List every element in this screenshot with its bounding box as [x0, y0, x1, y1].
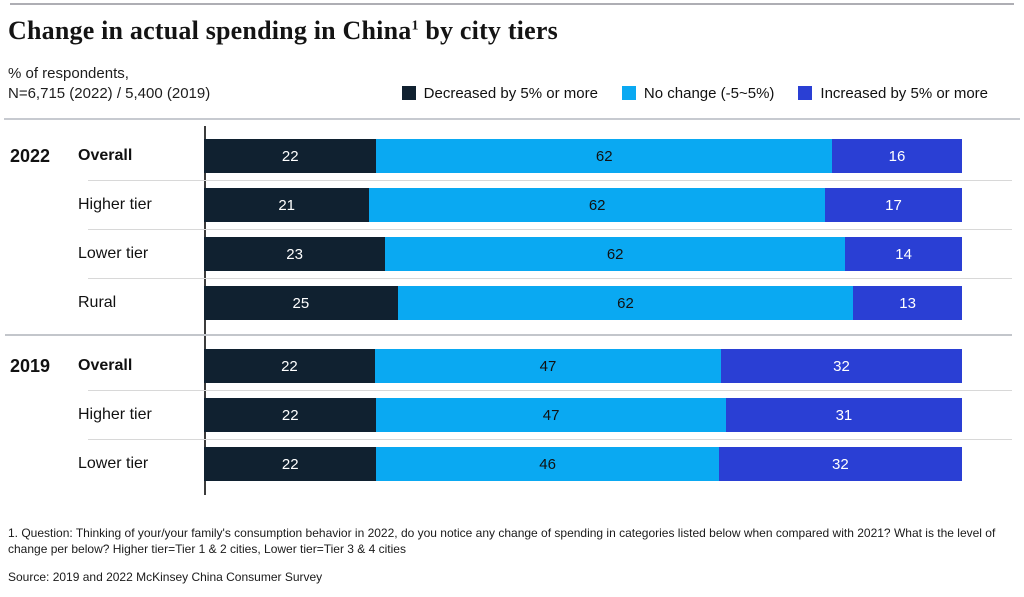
stacked-bar: 21 62 17	[204, 188, 962, 222]
legend-item-no-change: No change (-5~5%)	[621, 84, 775, 102]
segment-value: 47	[539, 357, 557, 375]
segment-value: 14	[895, 245, 912, 263]
bar-segment-no-change: 46	[376, 447, 719, 481]
footnote: 1. Question: Thinking of your/your famil…	[8, 525, 996, 557]
legend-label-no-change: No change (-5~5%)	[643, 84, 775, 102]
stacked-bar: 23 62 14	[204, 237, 962, 271]
segment-value: 16	[888, 147, 906, 165]
segment-value: 13	[899, 294, 916, 312]
stacked-bar: 25 62 13	[204, 286, 962, 320]
segment-value: 22	[281, 406, 299, 424]
bar-segment-increased: 32	[718, 447, 963, 481]
segment-value: 32	[832, 455, 849, 473]
bar-segment-decreased: 22	[204, 447, 377, 481]
bar-segment-no-change: 62	[397, 286, 854, 320]
chart-row: Higher tier 21 62 17	[0, 181, 1024, 230]
bar-segment-no-change: 47	[374, 349, 722, 383]
segment-value: 22	[281, 147, 299, 165]
legend: Decreased by 5% or more No change (-5~5%…	[401, 84, 988, 105]
segment-value: 62	[617, 294, 634, 312]
bar-segment-increased: 32	[721, 349, 962, 383]
title-footnote-marker: 1	[411, 18, 419, 34]
row-label: Higher tier	[78, 196, 152, 213]
chart-row: 2019 Overall 22 47 32	[0, 342, 1024, 391]
row-label: Lower tier	[78, 245, 149, 262]
segment-value: 62	[606, 245, 624, 263]
bar-segment-decreased: 22	[204, 139, 377, 173]
page-title: Change in actual spending in China1 by c…	[8, 16, 1016, 46]
year-label: 2019	[10, 355, 51, 376]
segment-value: 62	[595, 147, 613, 165]
chart-section-2019: 2019 Overall 22 47 32 Higher tier 22 47 31 Lower …	[0, 335, 1024, 495]
page-title-text: Change in actual spending in China	[8, 16, 412, 45]
chart-section-2022: 2022 Overall 22 62 16 Higher tier 21 62 17 Lower …	[0, 125, 1024, 334]
segment-value: 46	[539, 455, 556, 473]
bar-segment-decreased: 21	[204, 188, 370, 222]
segment-value: 22	[281, 357, 298, 375]
legend-swatch-decreased-icon	[401, 86, 416, 100]
row-label: Higher tier	[78, 406, 152, 423]
top-divider	[10, 3, 1014, 5]
stacked-bar: 22 62 16	[204, 139, 962, 173]
chart-row: Lower tier 23 62 14	[0, 230, 1024, 279]
bar-segment-no-change: 47	[376, 398, 726, 432]
stacked-bar: 22 46 32	[204, 447, 963, 481]
segment-value: 21	[278, 196, 296, 214]
bar-segment-increased: 13	[853, 286, 962, 320]
header-row: % of respondents, N=6,715 (2022) / 5,400…	[8, 64, 1016, 105]
stacked-bar: 22 47 32	[204, 349, 962, 383]
axis-line	[204, 125, 206, 334]
segment-value: 22	[281, 455, 299, 473]
bar-segment-increased: 14	[845, 237, 962, 271]
bar-segment-no-change: 62	[376, 139, 833, 173]
bar-segment-no-change: 62	[385, 237, 846, 271]
bar-segment-increased: 17	[824, 188, 962, 222]
legend-swatch-increased-icon	[798, 86, 813, 100]
subtitle-line-2: N=6,715 (2022) / 5,400 (2019)	[8, 85, 211, 103]
bar-segment-decreased: 23	[204, 237, 386, 271]
subtitle-line-1: % of respondents,	[8, 65, 129, 82]
bar-segment-increased: 16	[832, 139, 962, 173]
page-title-suffix: by city tiers	[418, 16, 558, 45]
segment-value: 17	[885, 196, 902, 214]
bar-segment-increased: 31	[725, 398, 962, 432]
stacked-bar: 22 47 31	[204, 398, 962, 432]
chart-row: Rural 25 62 13	[0, 279, 1024, 328]
bar-segment-no-change: 62	[369, 188, 825, 222]
segment-value: 23	[286, 245, 303, 263]
legend-swatch-no-change-icon	[621, 86, 636, 100]
bar-segment-decreased: 22	[204, 398, 377, 432]
segment-value: 47	[542, 406, 560, 424]
segment-value: 62	[588, 196, 606, 214]
row-label: Rural	[78, 294, 117, 311]
bar-segment-decreased: 25	[204, 286, 398, 320]
row-label: Overall	[78, 357, 133, 374]
chart-row: Higher tier 22 47 31	[0, 391, 1024, 440]
segment-value: 31	[835, 406, 853, 424]
segment-value: 32	[833, 357, 850, 375]
chart-row: Lower tier 22 46 32	[0, 440, 1024, 489]
source-line: Source: 2019 and 2022 McKinsey China Con…	[8, 570, 323, 585]
chart: 2022 Overall 22 62 16 Higher tier 21 62 17 Lower …	[0, 125, 1024, 495]
legend-label-decreased: Decreased by 5% or more	[423, 84, 598, 102]
chart-subtitle: % of respondents, N=6,715 (2022) / 5,400…	[8, 64, 210, 105]
chart-row: 2022 Overall 22 62 16	[0, 132, 1024, 181]
legend-item-increased: Increased by 5% or more	[798, 85, 988, 102]
year-label: 2022	[10, 145, 51, 166]
row-label: Lower tier	[78, 455, 149, 472]
legend-item-decreased: Decreased by 5% or more	[401, 84, 598, 102]
row-label: Overall	[78, 147, 133, 164]
section-divider	[5, 333, 1012, 336]
bar-segment-decreased: 22	[204, 349, 375, 383]
header-divider	[4, 117, 1020, 120]
legend-label-increased: Increased by 5% or more	[820, 84, 988, 102]
segment-value: 25	[292, 294, 310, 312]
